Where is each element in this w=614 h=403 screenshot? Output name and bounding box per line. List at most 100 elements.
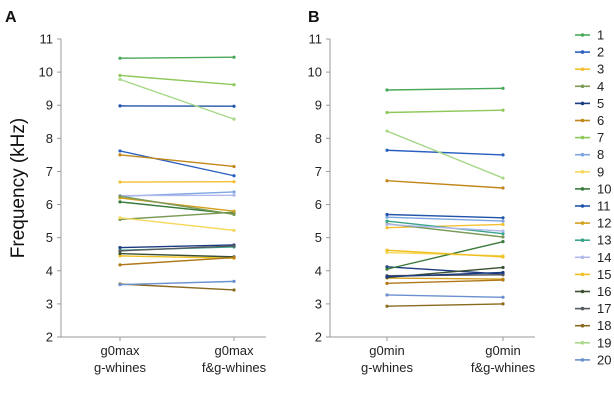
legend-label-18: 18 <box>597 318 611 333</box>
y-tick-label: 8 <box>46 131 53 146</box>
series-line-7 <box>120 75 234 84</box>
legend-marker <box>581 187 585 191</box>
legend-label-13: 13 <box>597 233 611 248</box>
data-point <box>232 56 235 59</box>
y-tick-label: 5 <box>315 230 322 245</box>
series-line-7 <box>387 110 503 112</box>
data-point <box>385 268 388 271</box>
data-point <box>118 180 121 183</box>
legend-label-6: 6 <box>597 113 604 128</box>
data-point <box>232 165 235 168</box>
legend-marker <box>581 136 585 140</box>
legend-label-3: 3 <box>597 62 604 77</box>
y-tick-label: 6 <box>46 197 53 212</box>
x-category-label-line: g-whines <box>94 360 147 375</box>
series-line-12 <box>387 278 503 279</box>
data-point <box>501 223 504 226</box>
data-point <box>501 186 504 189</box>
legend-marker <box>581 324 585 328</box>
legend-label-11: 11 <box>597 199 611 214</box>
legend-label-12: 12 <box>597 216 611 231</box>
legend-label-19: 19 <box>597 335 611 350</box>
y-tick-label: 11 <box>40 32 54 47</box>
legend-label-2: 2 <box>597 45 604 60</box>
data-point <box>118 283 121 286</box>
legend-marker <box>581 307 585 311</box>
data-point <box>501 240 504 243</box>
x-category-label-line: g0max <box>214 343 254 358</box>
data-point <box>385 249 388 252</box>
y-tick-label: 7 <box>315 164 322 179</box>
data-point <box>118 249 121 252</box>
series-line-1 <box>387 88 503 90</box>
series-line-4 <box>120 212 234 219</box>
data-point <box>501 271 504 274</box>
legend-label-20: 20 <box>597 352 611 367</box>
data-point <box>385 220 388 223</box>
legend-label-4: 4 <box>597 79 604 94</box>
data-point <box>501 266 504 269</box>
legend-label-8: 8 <box>597 147 604 162</box>
data-point <box>232 190 235 193</box>
data-point <box>232 118 235 121</box>
data-point <box>501 278 504 281</box>
data-point <box>501 235 504 238</box>
panel-letter-A: A <box>5 9 17 26</box>
series-line-18 <box>120 284 234 290</box>
data-point <box>385 179 388 182</box>
legend-marker <box>581 204 585 208</box>
series-line-extra-21 <box>120 196 234 214</box>
x-category-label: g0min f&g-whines <box>471 343 536 375</box>
series-line-1 <box>120 57 234 58</box>
series-line-12 <box>120 198 234 211</box>
y-tick-label: 6 <box>315 197 322 212</box>
legend-marker <box>581 255 585 259</box>
legend-label-15: 15 <box>597 267 611 282</box>
x-category-label: g0max g-whines <box>94 343 147 375</box>
legend-marker <box>581 170 585 174</box>
data-point <box>501 296 504 299</box>
legend-label-9: 9 <box>597 164 604 179</box>
data-point <box>232 210 235 213</box>
legend-marker <box>581 33 585 37</box>
data-point <box>501 229 504 232</box>
data-point <box>118 216 121 219</box>
x-category-label: g0min g-whines <box>361 343 414 375</box>
y-tick-label: 9 <box>46 98 53 113</box>
y-axis-label: Frequency (kHz) <box>8 118 29 258</box>
x-category-label-line: g0max <box>100 343 140 358</box>
y-tick-label: 7 <box>46 164 53 179</box>
data-point <box>501 109 504 112</box>
legend-marker <box>581 102 585 106</box>
data-point <box>501 255 504 258</box>
data-point <box>232 288 235 291</box>
data-point <box>385 223 388 226</box>
data-point <box>501 220 504 223</box>
data-point <box>385 305 388 308</box>
x-category-label-line: f&g-whines <box>471 360 536 375</box>
legend-marker <box>581 119 585 123</box>
legend-marker <box>581 238 585 242</box>
y-tick-label: 4 <box>46 263 53 278</box>
data-point <box>385 282 388 285</box>
legend-marker <box>581 290 585 294</box>
data-point <box>385 88 388 91</box>
data-point <box>232 83 235 86</box>
legend-marker <box>581 221 585 225</box>
y-tick-label: 4 <box>315 263 322 278</box>
data-point <box>232 105 235 108</box>
data-point <box>501 216 504 219</box>
legend-label-1: 1 <box>597 28 604 43</box>
data-point <box>385 293 388 296</box>
data-point <box>385 129 388 132</box>
legend-label-14: 14 <box>597 250 611 265</box>
series-line-20 <box>120 281 234 284</box>
data-point <box>501 176 504 179</box>
legend-marker <box>581 153 585 157</box>
data-point <box>385 275 388 278</box>
data-point <box>232 180 235 183</box>
legend-label-10: 10 <box>597 181 611 196</box>
x-category-label-line: g-whines <box>361 360 414 375</box>
data-point <box>385 111 388 114</box>
